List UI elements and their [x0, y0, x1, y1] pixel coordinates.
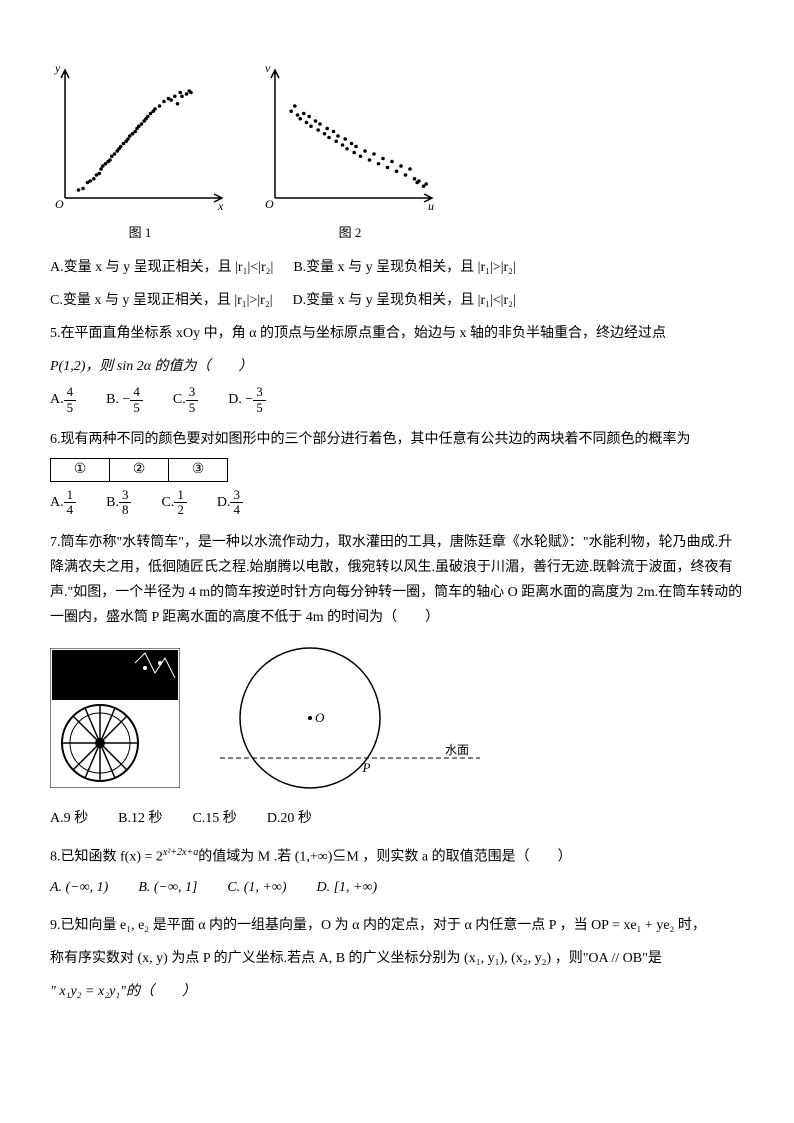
- q4-options-row1: A.变量 x 与 y 呈现正相关，且 |r₁|<|r₂| B.变量 x 与 y …: [50, 255, 744, 280]
- q5-text1: 5.在平面直角坐标系 xOy 中，角 α 的顶点与坐标原点重合，始边与 x 轴的…: [50, 321, 744, 346]
- scatter-plots-row: Oy x 图 1 Ov u 图 2: [50, 60, 744, 245]
- q4-option-d: D.变量 x 与 y 呈现负相关，且 |r₁|<|r₂|: [293, 288, 516, 313]
- plot1-label: 图 1: [50, 221, 230, 244]
- q6-options: A.14 B.38 C.12 D.34: [50, 488, 744, 518]
- q5-option-a: A.45: [50, 385, 76, 415]
- svg-text:O: O: [315, 710, 325, 725]
- q8-option-b: B. (−∞, 1]: [138, 875, 197, 900]
- q9-text2: 称有序实数对 (x, y) 为点 P 的广义坐标.若点 A, B 的广义坐标分别…: [50, 946, 744, 971]
- q6-box1: ①: [50, 458, 110, 482]
- svg-text:O: O: [265, 197, 274, 210]
- svg-text:y: y: [54, 61, 61, 75]
- q8-option-d: D. [1, +∞): [317, 875, 378, 900]
- q7-option-b: B.12 秒: [118, 806, 162, 831]
- q4-options-row2: C.变量 x 与 y 呈现正相关，且 |r₁|>|r₂| D.变量 x 与 y …: [50, 288, 744, 313]
- circle-diagram: O 水面 P: [220, 638, 480, 798]
- q7-option-a: A.9 秒: [50, 806, 88, 831]
- q5-option-c: C.35: [173, 385, 198, 415]
- scatter-plot-2: Ov u 图 2: [260, 60, 440, 245]
- q6-option-c: C.12: [161, 488, 186, 518]
- waterwheel-illustration: [50, 648, 180, 788]
- q6-box3: ③: [168, 458, 228, 482]
- q6-text: 6.现有两种不同的颜色要对如图形中的三个部分进行着色，其中任意有公共边的两块着不…: [50, 427, 744, 452]
- svg-text:P: P: [361, 760, 370, 775]
- q9-text3: " x₁y₂ = x₂y₁"的（ ）: [50, 979, 744, 1004]
- q5-text2: P(1,2)，则 sin 2α 的值为（ ）: [50, 354, 744, 379]
- plot2-label: 图 2: [260, 221, 440, 244]
- q8-options: A. (−∞, 1) B. (−∞, 1] C. (1, +∞) D. [1, …: [50, 875, 744, 900]
- q7-figures: O 水面 P: [50, 638, 744, 798]
- q7-option-c: C.15 秒: [192, 806, 236, 831]
- q6-option-d: D.34: [217, 488, 243, 518]
- q7-option-d: D.20 秒: [267, 806, 312, 831]
- q8-option-a: A. (−∞, 1): [50, 875, 108, 900]
- svg-text:水面: 水面: [445, 743, 469, 757]
- q6-box2: ②: [109, 458, 169, 482]
- q8-text: 8.已知函数 f(x) = 2x²+2x+a的值域为 M .若 (1,+∞)⊆M…: [50, 844, 744, 870]
- q7-options: A.9 秒 B.12 秒 C.15 秒 D.20 秒: [50, 806, 744, 831]
- svg-text:v: v: [265, 61, 271, 75]
- scatter-plot-1: Oy x 图 1: [50, 60, 230, 245]
- q9-text1: 9.已知向量 e₁, e₂ 是平面 α 内的一组基向量，O 为 α 内的定点，对…: [50, 913, 744, 938]
- scatter-chart-2: Ov u: [260, 60, 440, 210]
- q4-option-b: B.变量 x 与 y 呈现负相关，且 |r₁|>|r₂|: [293, 255, 516, 280]
- q4-option-a: A.变量 x 与 y 呈现正相关，且 |r₁|<|r₂|: [50, 255, 273, 280]
- svg-text:u: u: [428, 199, 434, 210]
- q4-option-c: C.变量 x 与 y 呈现正相关，且 |r₁|>|r₂|: [50, 288, 273, 313]
- q8-option-c: C. (1, +∞): [227, 875, 286, 900]
- q6-option-b: B.38: [106, 488, 131, 518]
- svg-text:x: x: [217, 199, 224, 210]
- q5-option-d: D. −35: [228, 385, 266, 415]
- q7-text: 7.筒车亦称"水转筒车"，是一种以水流作动力，取水灌田的工具，唐陈廷章《水轮赋》…: [50, 530, 744, 631]
- q5-option-b: B. −45: [106, 385, 143, 415]
- q6-option-a: A.14: [50, 488, 76, 518]
- q6-boxes: ① ② ③: [50, 458, 744, 482]
- scatter-chart-1: Oy x: [50, 60, 230, 210]
- q5-options: A.45 B. −45 C.35 D. −35: [50, 385, 744, 415]
- svg-text:O: O: [55, 197, 64, 210]
